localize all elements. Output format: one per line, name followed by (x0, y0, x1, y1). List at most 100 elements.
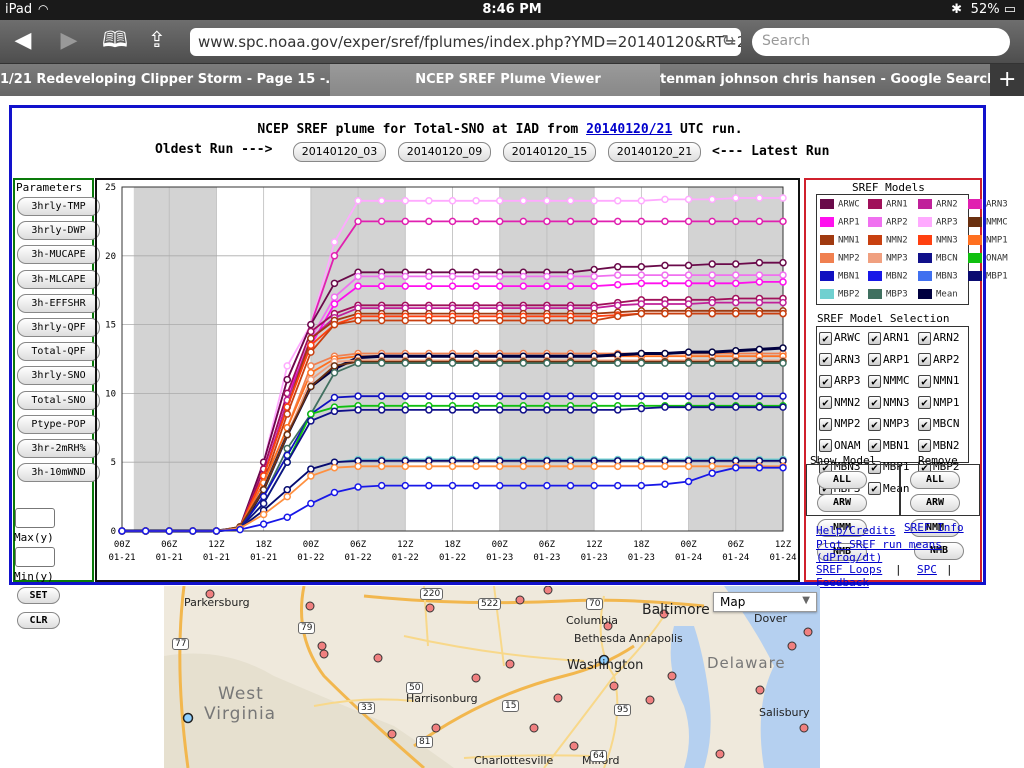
model-checkbox-arp2[interactable]: ✔ ARP2 (918, 353, 960, 366)
checkbox-check-icon[interactable]: ✔ (819, 374, 832, 388)
model-checkbox-mbn2[interactable]: ✔ MBN2 (918, 439, 960, 452)
checkbox-check-icon[interactable]: ✔ (918, 331, 931, 345)
show-arw-button[interactable]: ARW (817, 494, 867, 512)
model-checkbox-arn2[interactable]: ✔ ARN2 (918, 331, 960, 345)
search-input[interactable]: Search (752, 28, 1010, 56)
param-button-3hr-2mrh-[interactable]: 3hr-2mRH% (17, 439, 100, 458)
model-checkbox-nmmc[interactable]: ✔ NMMC (868, 374, 910, 388)
selected-station-marker[interactable] (182, 712, 194, 724)
checkbox-check-icon[interactable]: ✔ (868, 331, 881, 345)
station-marker[interactable] (799, 723, 809, 733)
remove-nmb-button[interactable]: NMB (914, 542, 964, 560)
station-marker[interactable] (787, 641, 797, 651)
checkbox-check-icon[interactable]: ✔ (819, 331, 832, 345)
model-checkbox-nmn1[interactable]: ✔ NMN1 (918, 374, 960, 388)
station-marker[interactable] (667, 671, 677, 681)
param-button-3h-mucape[interactable]: 3h-MUCAPE (17, 245, 100, 265)
checkbox-check-icon[interactable]: ✔ (918, 417, 931, 431)
checkbox-check-icon[interactable]: ✔ (918, 396, 931, 409)
checkbox-check-icon[interactable]: ✔ (918, 460, 931, 474)
remove-arw-button[interactable]: ARW (910, 494, 960, 512)
model-checkbox-nmn2[interactable]: ✔ NMN2 (819, 396, 861, 409)
run-button-03[interactable]: 20140120_03 (293, 142, 386, 162)
help-credits-link[interactable]: Help/Credits (816, 524, 896, 537)
station-marker[interactable] (317, 641, 327, 651)
model-checkbox-nmp2[interactable]: ✔ NMP2 (819, 417, 861, 431)
station-marker[interactable] (471, 673, 481, 683)
station-marker[interactable] (373, 653, 383, 663)
checkbox-check-icon[interactable]: ✔ (868, 439, 881, 452)
checkbox-check-icon[interactable]: ✔ (868, 482, 881, 495)
param-button-3hrly-qpf[interactable]: 3hrly-QPF (17, 318, 100, 337)
station-marker[interactable] (543, 586, 553, 595)
checkbox-check-icon[interactable]: ✔ (868, 374, 881, 388)
checkbox-check-icon[interactable]: ✔ (868, 396, 881, 409)
checkbox-check-icon[interactable]: ✔ (868, 353, 881, 366)
param-button-ptype-pop[interactable]: Ptype-POP (17, 414, 100, 434)
station-marker[interactable] (603, 621, 613, 631)
model-checkbox-mbp1[interactable]: ✔ MBP1 (868, 460, 910, 474)
checkbox-check-icon[interactable]: ✔ (868, 460, 881, 474)
param-button-3hrly-tmp[interactable]: 3hrly-TMP (17, 197, 100, 216)
model-checkbox-mbcn[interactable]: ✔ MBCN (918, 417, 960, 431)
station-marker[interactable] (569, 741, 579, 751)
model-checkbox-mean[interactable]: ✔ Mean (868, 482, 910, 495)
spc-link[interactable]: SPC (917, 563, 937, 576)
remove-all-button[interactable]: ALL (910, 471, 960, 489)
tab-google-search[interactable]: tenman johnson chris hansen - Google Sea… (660, 64, 990, 96)
run-button-21[interactable]: 20140120_21 (608, 142, 701, 162)
remove-nmm-button[interactable]: NMM (910, 519, 960, 537)
run-button-09[interactable]: 20140120_09 (398, 142, 491, 162)
param-button-3hrly-sno[interactable]: 3hrly-SNO (17, 366, 100, 386)
station-marker[interactable] (553, 693, 563, 703)
station-map[interactable]: Parkersburg Baltimore Columbia Bethesda … (164, 586, 820, 768)
show-nmb-button[interactable]: NMB (817, 543, 867, 561)
feedback-link[interactable]: Feedback (816, 576, 869, 589)
set-button[interactable]: SET (17, 587, 60, 604)
map-type-select[interactable]: Map ▼ (713, 592, 817, 612)
station-marker[interactable] (529, 723, 539, 733)
param-button-total-sno[interactable]: Total-SNO (17, 390, 100, 410)
station-marker[interactable] (715, 749, 725, 759)
checkbox-check-icon[interactable]: ✔ (918, 374, 931, 388)
clr-button[interactable]: CLR (17, 612, 60, 629)
model-checkbox-arwc[interactable]: ✔ ARWC (819, 331, 861, 345)
station-marker[interactable] (609, 681, 619, 691)
tab-sref-viewer[interactable]: NCEP SREF Plume Viewer (330, 64, 660, 96)
forward-icon[interactable]: ▶ (60, 28, 78, 53)
plot-means-link[interactable]: Plot SREF run means (816, 538, 942, 551)
param-button-3hrly-dwp[interactable]: 3hrly-DWP (17, 221, 100, 241)
station-marker[interactable] (505, 659, 515, 669)
checkbox-check-icon[interactable]: ✔ (819, 353, 832, 366)
param-button-3h-10mwnd[interactable]: 3h-10mWND (17, 463, 100, 483)
min-y-input[interactable] (15, 547, 55, 567)
param-button-total-qpf[interactable]: Total-QPF (17, 342, 100, 362)
station-marker[interactable] (387, 729, 397, 739)
sref-loops-link[interactable]: SREF Loops (816, 563, 883, 576)
model-checkbox-onam[interactable]: ✔ ONAM (819, 439, 861, 452)
station-marker[interactable] (515, 595, 525, 605)
selected-station-marker[interactable] (598, 654, 610, 666)
checkbox-check-icon[interactable]: ✔ (918, 353, 931, 366)
station-marker[interactable] (319, 649, 329, 659)
station-marker[interactable] (431, 723, 441, 733)
share-icon[interactable]: ⇪ (147, 28, 167, 53)
model-checkbox-arn3[interactable]: ✔ ARN3 (819, 353, 861, 366)
address-bar[interactable]: www.spc.noaa.gov/exper/sref/fplumes/inde… (190, 28, 741, 56)
show-all-button[interactable]: ALL (817, 471, 867, 489)
checkbox-check-icon[interactable]: ✔ (868, 417, 881, 431)
show-nmm-button[interactable]: NMM (817, 519, 867, 537)
station-marker[interactable] (755, 685, 765, 695)
max-y-input[interactable] (15, 508, 55, 528)
back-icon[interactable]: ◀ (14, 28, 32, 53)
param-button-3h-mlcape[interactable]: 3h-MLCAPE (17, 269, 100, 289)
model-checkbox-mbp2[interactable]: ✔ MBP2 (918, 460, 960, 474)
dprog-link[interactable]: (dProg/dt) (816, 551, 883, 564)
run-button-15[interactable]: 20140120_15 (503, 142, 596, 162)
bookmarks-icon[interactable]: 🕮 (102, 28, 128, 53)
checkbox-check-icon[interactable]: ✔ (819, 396, 832, 409)
station-marker[interactable] (305, 601, 315, 611)
run-link[interactable]: 20140120/21 (586, 122, 673, 137)
model-checkbox-nmp1[interactable]: ✔ NMP1 (918, 396, 960, 409)
model-checkbox-arn1[interactable]: ✔ ARN1 (868, 331, 910, 345)
